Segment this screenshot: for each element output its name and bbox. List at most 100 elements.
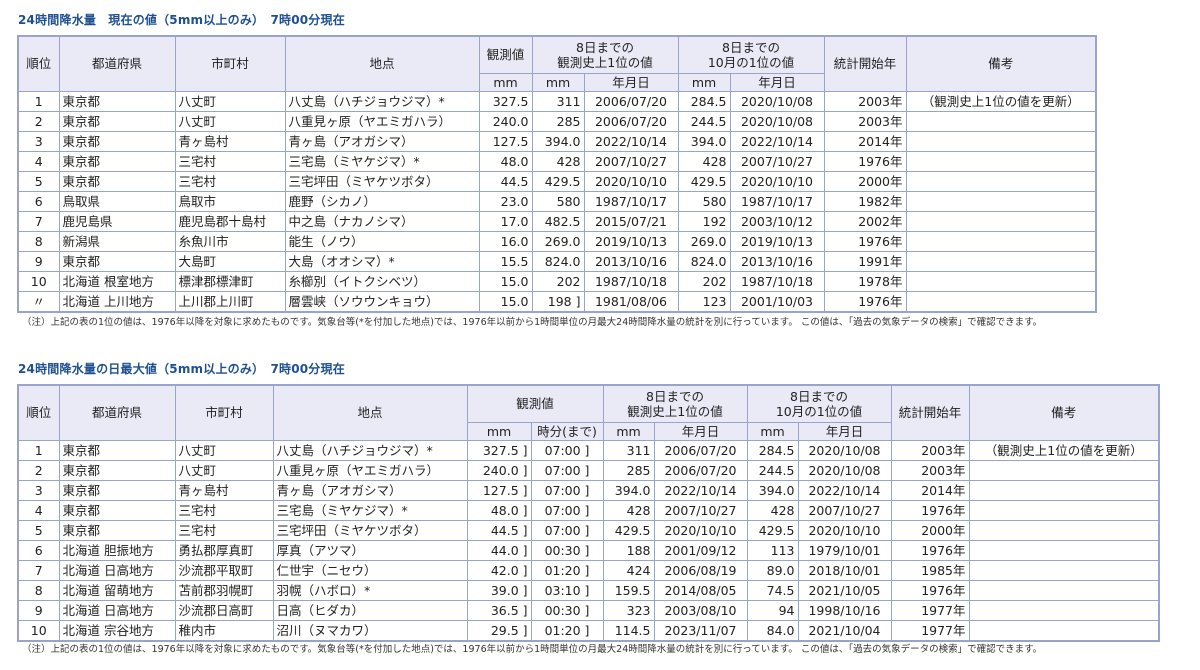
cell-start-year: 2000年: [823, 170, 907, 192]
cell-start-year: 1982年: [823, 190, 907, 212]
cell-prefecture: 鹿児島県: [58, 210, 176, 232]
header-record-october: 8日までの 10月の1位の値: [746, 384, 892, 423]
cell-city: 青ヶ島村: [174, 479, 274, 501]
table-row: 6 鳥取県 鳥取市 鹿野（シカノ） 23.0 580 1987/10/17 580 1987/1…: [17, 190, 1097, 212]
header-station: 地点: [272, 384, 468, 441]
cell-record-date: 2019/10/13: [583, 230, 679, 252]
cell-city: 沙流郡平取町: [174, 559, 274, 581]
table-row: 3 東京都 青ヶ島村 青ヶ島（アオガシマ） 127.5 394.0 2022/10/14 39…: [17, 130, 1097, 152]
cell-rank: 5: [17, 170, 60, 192]
cell-prefecture: 東京都: [58, 479, 176, 501]
cell-observed-mm: 15.0: [478, 290, 533, 312]
header-obs-mm: mm: [466, 421, 532, 441]
header-station: 地点: [284, 35, 480, 92]
cell-station: 三宅島（ミヤケジマ）*: [272, 499, 468, 521]
cell-month-date: 1998/10/16: [797, 599, 892, 621]
cell-observed-time: 07:00 ]: [530, 519, 604, 541]
cell-record-date: 2020/10/10: [583, 170, 679, 192]
cell-record-date: 1987/10/18: [583, 270, 679, 292]
cell-city: 沙流郡日高町: [174, 599, 274, 621]
header-start-year: 統計開始年: [890, 384, 970, 441]
cell-remarks: [968, 499, 1160, 521]
cell-city: 八丈町: [174, 90, 286, 112]
cell-station: 三宅島（ミヤケジマ）*: [284, 150, 480, 172]
cell-observed-time: 03:10 ]: [530, 579, 604, 601]
cell-rank: 4: [17, 499, 60, 521]
cell-rank: 4: [17, 150, 60, 172]
cell-month-date: 2022/10/14: [729, 130, 825, 152]
cell-start-year: 1976年: [823, 230, 907, 252]
cell-city: 大島町: [174, 250, 286, 272]
cell-observed-mm: 36.5 ]: [466, 599, 532, 621]
cell-record-date: 2001/09/12: [653, 539, 748, 561]
cell-station: 青ヶ島（アオガシマ）: [284, 130, 480, 152]
cell-rank: 8: [17, 579, 60, 601]
cell-record-mm: 394.0: [531, 130, 585, 152]
cell-record-date: 2003/08/10: [653, 599, 748, 621]
cell-remarks: [968, 459, 1160, 481]
table-row: 1 東京都 八丈町 八丈島（ハチジョウジマ）* 327.5 311 2006/07/20 28…: [17, 90, 1097, 112]
cell-record-date: 2015/07/21: [583, 210, 679, 232]
cell-record-date: 2007/10/27: [653, 499, 748, 521]
header-record-october: 8日までの 10月の1位の値: [677, 35, 825, 74]
cell-station: 糸櫛別（イトクシベツ）: [284, 270, 480, 292]
cell-month-mm: 74.5: [746, 579, 799, 601]
cell-month-mm: 192: [677, 210, 731, 232]
cell-station: 厚真（アツマ）: [272, 539, 468, 561]
cell-start-year: 2014年: [890, 479, 970, 501]
cell-rank: 2: [17, 110, 60, 132]
cell-month-mm: 284.5: [677, 90, 731, 112]
header-record-date: 年月日: [583, 72, 679, 92]
cell-record-mm: 424: [602, 559, 655, 581]
header-city: 市町村: [174, 35, 286, 92]
cell-station: 能生（ノウ）: [284, 230, 480, 252]
cell-record-date: 2022/10/14: [653, 479, 748, 501]
cell-observed-mm: 48.0 ]: [466, 499, 532, 521]
table-row: 7 鹿児島県 鹿児島郡十島村 中之島（ナカノシマ） 17.0 482.5 2015/07/2…: [17, 210, 1097, 232]
cell-prefecture: 北海道 根室地方: [58, 270, 176, 292]
cell-start-year: 1976年: [823, 290, 907, 312]
cell-rank: 5: [17, 519, 60, 541]
cell-record-date: 2013/10/16: [583, 250, 679, 272]
cell-record-mm: 428: [531, 150, 585, 172]
cell-remarks: [905, 110, 1097, 132]
cell-city: 三宅村: [174, 499, 274, 521]
cell-month-mm: 580: [677, 190, 731, 212]
cell-start-year: 1976年: [890, 499, 970, 521]
cell-observed-time: 07:00 ]: [530, 439, 604, 461]
table2-body: 1 東京都 八丈町 八丈島（ハチジョウジマ）* 327.5 ] 07:00 ] 311 200…: [17, 439, 1160, 641]
cell-observed-time: 00:30 ]: [530, 599, 604, 621]
cell-month-mm: 94: [746, 599, 799, 621]
cell-remarks: [905, 250, 1097, 272]
cell-record-date: 2006/07/20: [653, 439, 748, 461]
cell-start-year: 1978年: [823, 270, 907, 292]
cell-remarks: [968, 559, 1160, 581]
cell-observed-time: 00:30 ]: [530, 539, 604, 561]
table-row: 2 東京都 八丈町 八重見ヶ原（ヤエミガハラ） 240.0 285 2006/07/20 24…: [17, 110, 1097, 132]
cell-city: 上川郡上川町: [174, 290, 286, 312]
cell-rank: 7: [17, 559, 60, 581]
table1-body: 1 東京都 八丈町 八丈島（ハチジョウジマ）* 327.5 311 2006/07/20 28…: [17, 90, 1097, 312]
header-rank: 順位: [17, 384, 60, 441]
cell-month-date: 2021/10/05: [797, 579, 892, 601]
cell-month-mm: 824.0: [677, 250, 731, 272]
cell-month-mm: 89.0: [746, 559, 799, 581]
table2-note: （注）上記の表の1位の値は、1976年以降を対象に求めたものです。気象台等(*を…: [22, 644, 1043, 655]
cell-month-mm: 269.0: [677, 230, 731, 252]
cell-observed-mm: 327.5 ]: [466, 439, 532, 461]
cell-rank: 〃: [17, 290, 60, 312]
cell-city: 稚内市: [174, 619, 274, 641]
cell-observed-mm: 327.5: [478, 90, 533, 112]
cell-rank: 10: [17, 619, 60, 641]
cell-start-year: 2002年: [823, 210, 907, 232]
cell-month-date: 2022/10/14: [797, 479, 892, 501]
cell-observed-mm: 44.5 ]: [466, 519, 532, 541]
cell-prefecture: 東京都: [58, 90, 176, 112]
cell-observed-mm: 240.0: [478, 110, 533, 132]
header-remarks: 備考: [968, 384, 1160, 441]
cell-record-date: 2006/07/20: [583, 110, 679, 132]
cell-start-year: 2003年: [890, 459, 970, 481]
cell-prefecture: 北海道 日高地方: [58, 599, 176, 621]
cell-city: 苫前郡羽幌町: [174, 579, 274, 601]
cell-record-mm: 323: [602, 599, 655, 621]
